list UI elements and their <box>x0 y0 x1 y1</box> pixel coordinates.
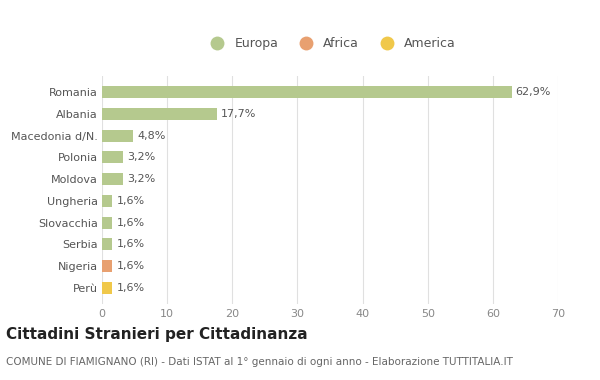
Text: 3,2%: 3,2% <box>127 152 155 162</box>
Text: 1,6%: 1,6% <box>116 283 145 293</box>
Bar <box>102 130 133 142</box>
Bar <box>102 108 217 120</box>
Bar <box>102 217 112 228</box>
Text: 62,9%: 62,9% <box>515 87 551 97</box>
Legend: Europa, Africa, America: Europa, Africa, America <box>199 32 461 55</box>
Bar <box>102 195 112 207</box>
Bar <box>102 282 112 294</box>
Text: Cittadini Stranieri per Cittadinanza: Cittadini Stranieri per Cittadinanza <box>6 327 308 342</box>
Bar <box>102 260 112 272</box>
Bar <box>102 173 123 185</box>
Text: COMUNE DI FIAMIGNANO (RI) - Dati ISTAT al 1° gennaio di ogni anno - Elaborazione: COMUNE DI FIAMIGNANO (RI) - Dati ISTAT a… <box>6 357 513 367</box>
Text: 1,6%: 1,6% <box>116 239 145 249</box>
Text: 1,6%: 1,6% <box>116 218 145 228</box>
Bar <box>102 86 512 98</box>
Bar <box>102 238 112 250</box>
Text: 1,6%: 1,6% <box>116 261 145 271</box>
Text: 4,8%: 4,8% <box>137 131 166 141</box>
Text: 17,7%: 17,7% <box>221 109 257 119</box>
Text: 3,2%: 3,2% <box>127 174 155 184</box>
Bar <box>102 152 123 163</box>
Text: 1,6%: 1,6% <box>116 196 145 206</box>
